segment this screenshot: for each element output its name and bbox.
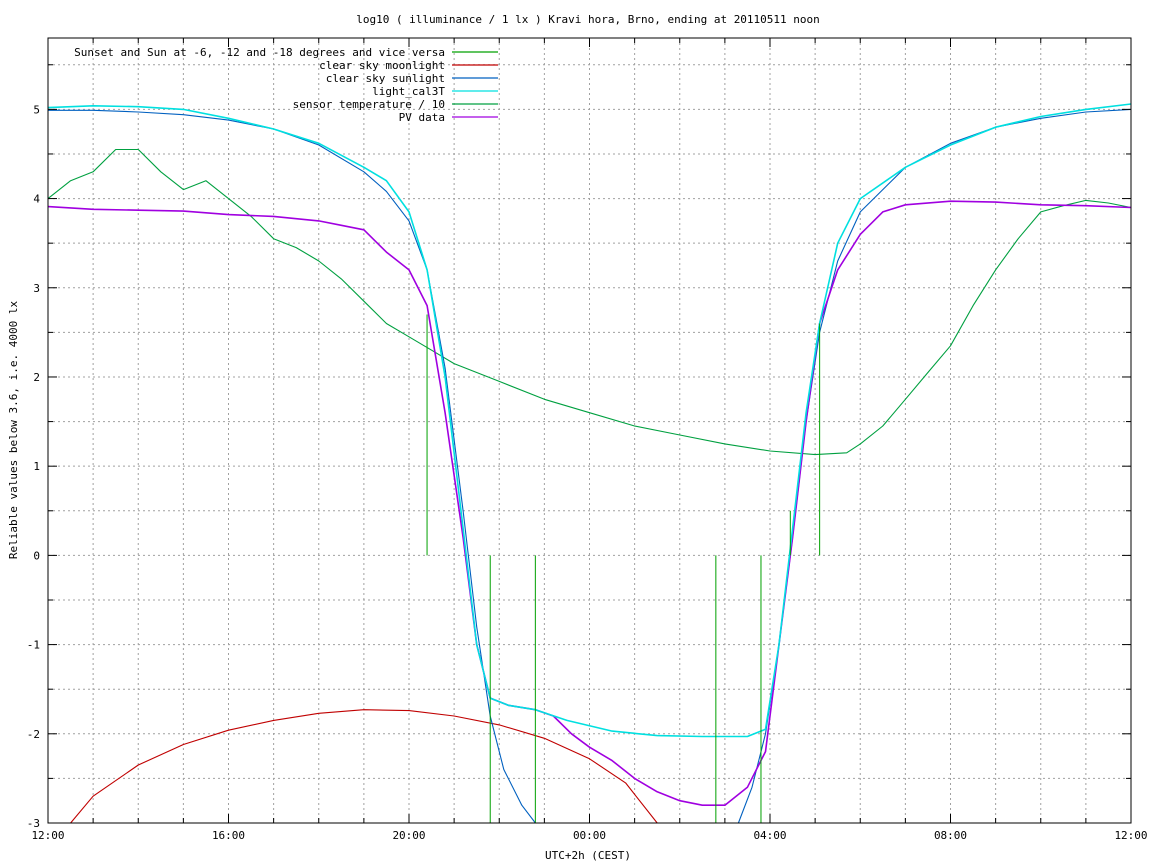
- plot-frame: [47, 37, 1132, 824]
- legend-label: Sunset and Sun at -6, -12 and -18 degree…: [74, 46, 445, 59]
- series-line: [47, 200, 1132, 806]
- y-tick-label: 3: [33, 282, 40, 295]
- y-tick-label: 1: [33, 460, 40, 473]
- x-tick-label: 20:00: [392, 829, 425, 842]
- x-tick-label: 08:00: [934, 829, 967, 842]
- x-tick-label: 16:00: [212, 829, 245, 842]
- grid: [48, 38, 1131, 823]
- legend-label: clear sky moonlight: [319, 59, 445, 72]
- series-layer: [47, 103, 1132, 824]
- legend: Sunset and Sun at -6, -12 and -18 degree…: [74, 46, 498, 124]
- x-tick-label: 04:00: [753, 829, 786, 842]
- y-tick-label: -2: [27, 728, 40, 741]
- legend-label: sensor temperature / 10: [293, 98, 445, 111]
- legend-label: PV data: [399, 111, 445, 124]
- series-line: [70, 709, 658, 824]
- y-axis-label: Reliable values below 3.6, i.e. 4000 lx: [7, 300, 20, 559]
- x-tick-label: 12:00: [1114, 829, 1147, 842]
- y-tick-label: -1: [27, 639, 40, 652]
- y-tick-label: 4: [33, 193, 40, 206]
- y-tick-label: 5: [33, 103, 40, 116]
- y-tick-label: -3: [27, 817, 40, 830]
- series-impulses: [426, 314, 821, 823]
- x-tick-label: 12:00: [31, 829, 64, 842]
- x-axis-label: UTC+2h (CEST): [545, 849, 631, 862]
- y-tick-label: 0: [33, 549, 40, 562]
- chart-title: log10 ( illuminance / 1 lx ) Kravi hora,…: [356, 13, 820, 26]
- tick-labels: 12:00 16:00 20:00 00:00 04:00 08:00 12:00-3-2-…: [27, 103, 1148, 842]
- legend-label: clear sky sunlight: [326, 72, 445, 85]
- series-line: [47, 148, 1132, 456]
- series-line: [47, 103, 1132, 738]
- legend-label: light_cal3T: [372, 85, 445, 98]
- tick-marks: [47, 38, 1132, 824]
- x-tick-label: 00:00: [573, 829, 606, 842]
- y-tick-label: 2: [33, 371, 40, 384]
